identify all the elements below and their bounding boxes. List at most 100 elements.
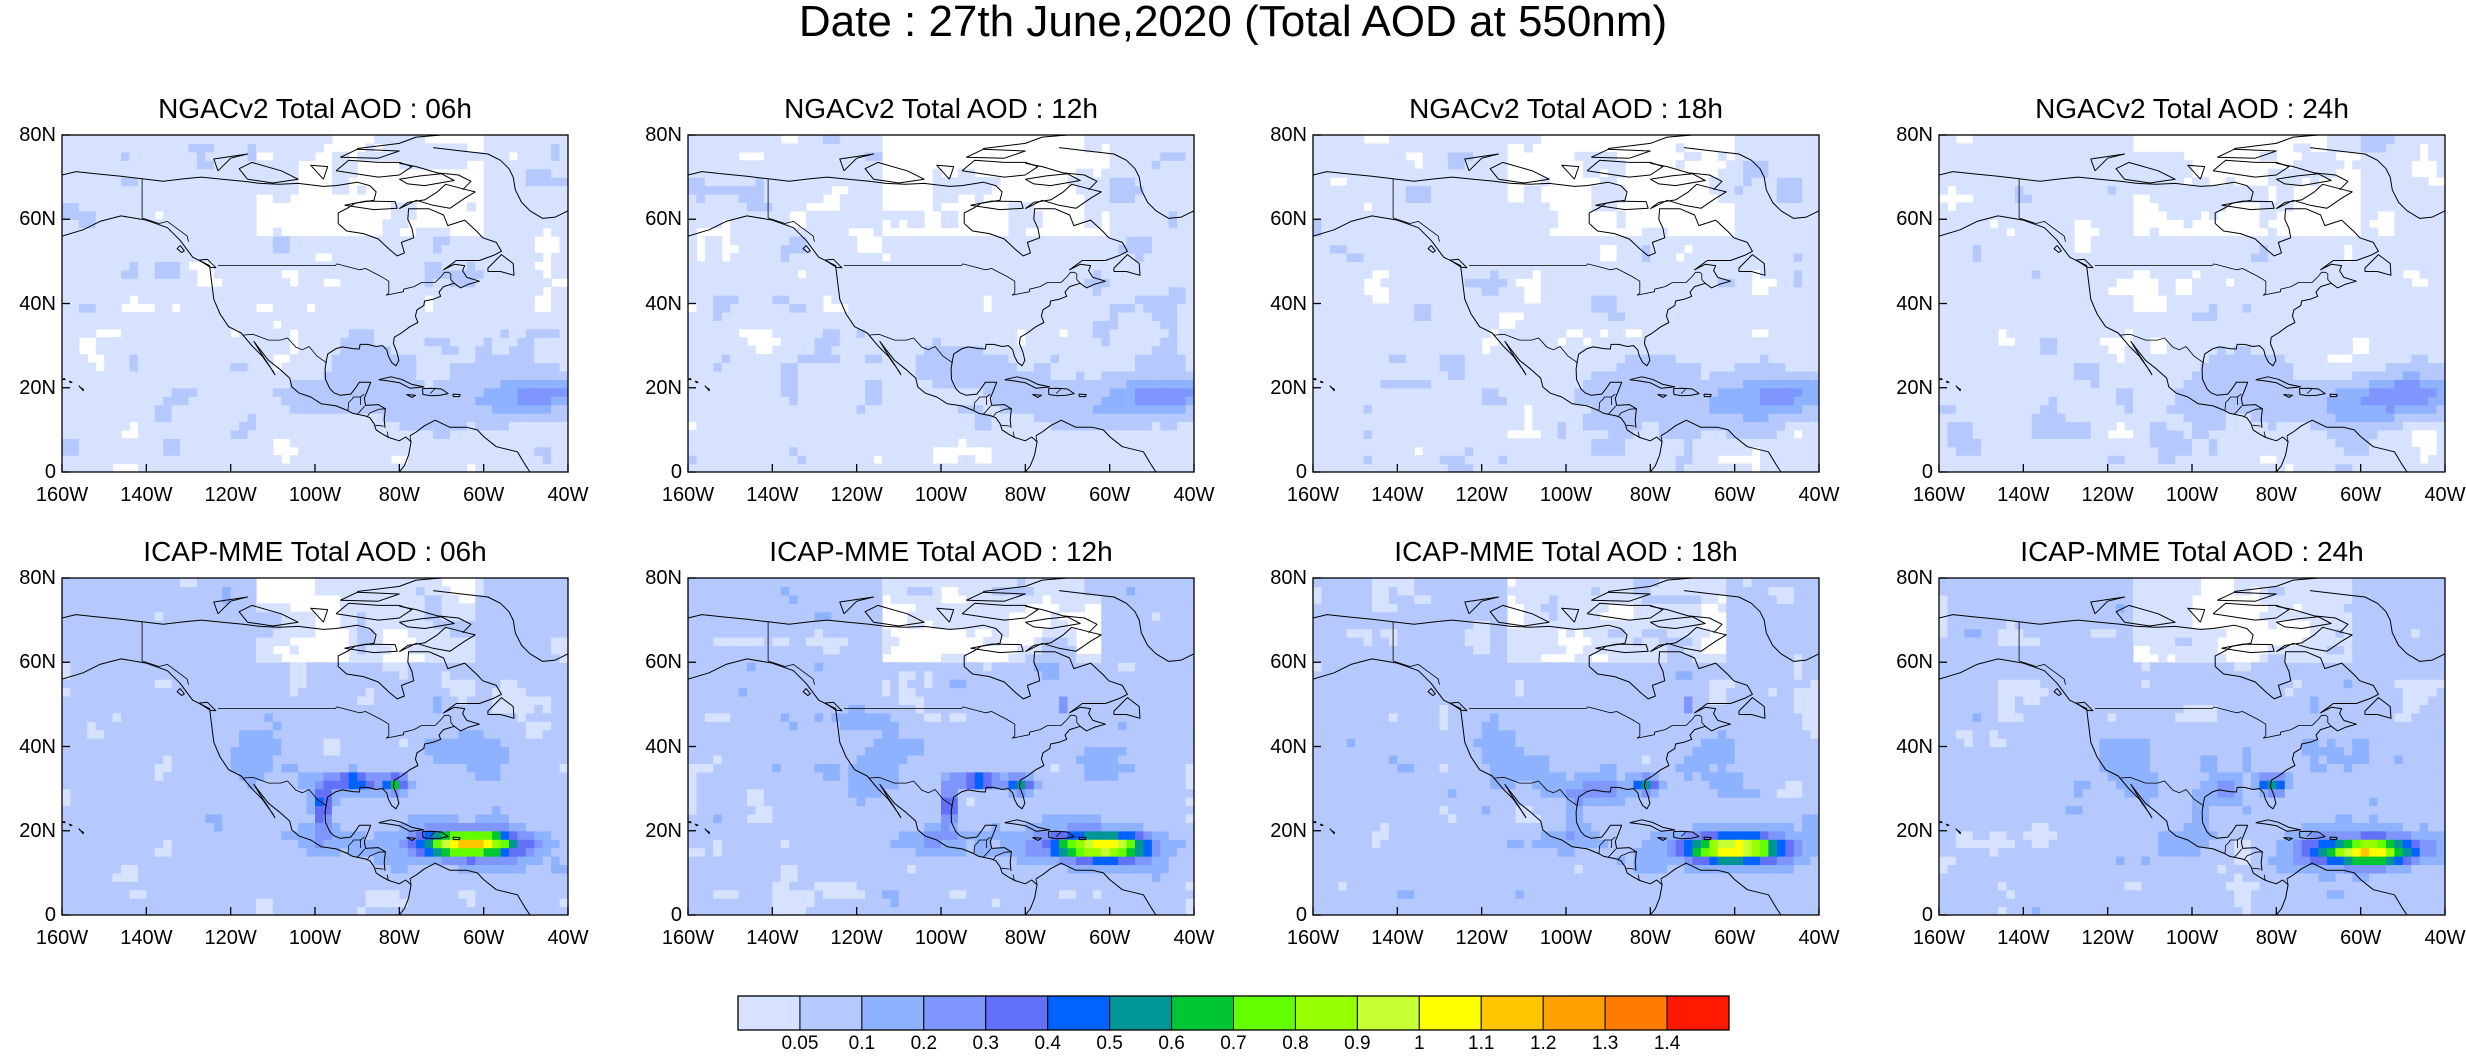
lon-tick-label: 160W [1912,484,1966,506]
lat-tick-label: 60N [19,651,56,674]
lat-tick-label: 20N [645,376,682,399]
lon-tick-label: 120W [830,484,883,506]
lon-tick-label: 100W [288,927,342,949]
lon-tick-label: 80W [378,484,420,506]
map-panel [1938,577,2446,916]
lat-tick-label: 80N [19,567,56,589]
lat-tick-label: 20N [19,376,56,399]
aod-field [62,135,568,472]
aod-field [1939,135,2445,472]
coastlines [1939,135,2445,472]
lon-tick-label: 140W [746,484,799,506]
lat-tick-label: 80N [645,124,682,146]
lon-tick-label: 120W [2081,927,2134,949]
lat-tick-label: 60N [645,208,682,231]
lon-tick-label: 100W [914,484,968,506]
lat-tick-label: 20N [1896,376,1933,399]
lat-tick-label: 0 [670,904,682,926]
map-panel [61,577,569,916]
lat-tick-label: 80N [19,124,56,146]
lon-tick-label: 140W [120,484,173,506]
lat-tick-label: 80N [1896,567,1933,589]
lat-tick-label: 80N [1270,124,1307,146]
lat-tick-label: 0 [1295,904,1307,926]
lon-tick-label: 80W [1629,927,1671,949]
lon-tick-label: 140W [1371,927,1424,949]
lat-tick-label: 80N [1896,124,1933,146]
coastlines [1313,578,1819,915]
lon-tick-label: 40W [1798,927,1840,949]
map-panel [61,134,569,473]
lon-tick-label: 60W [1714,484,1756,506]
panel-title: NGACv2 Total AOD : 18h [1409,93,1723,124]
figure-title: Date : 27th June,2020 (Total AOD at 550n… [798,0,1668,46]
lon-tick-label: 100W [288,484,342,506]
lon-tick-label: 160W [35,484,89,506]
lon-tick-label: 40W [2424,484,2466,506]
lon-tick-label: 100W [1539,484,1593,506]
colorbar-tick-label: 0.1 [848,1033,876,1054]
lon-tick-label: 80W [1629,484,1671,506]
lon-tick-label: 120W [830,927,883,949]
lon-tick-label: 60W [1714,927,1756,949]
colorbar-tick-label: 1.4 [1653,1033,1681,1054]
lat-tick-label: 40N [1896,292,1933,315]
panel-title: NGACv2 Total AOD : 12h [784,93,1098,124]
colorbar-tick-label: 1.1 [1468,1033,1495,1054]
lon-tick-label: 140W [746,927,799,949]
lat-tick-label: 60N [1270,208,1307,231]
lat-tick-label: 20N [1270,819,1307,842]
lat-tick-label: 0 [44,904,56,926]
lat-tick-label: 0 [670,461,682,483]
lat-tick-label: 40N [1270,735,1307,758]
lon-tick-label: 100W [914,927,968,949]
lon-tick-label: 140W [1371,484,1424,506]
lat-tick-label: 0 [1921,904,1933,926]
lon-tick-label: 100W [2165,484,2219,506]
coastlines [688,135,1194,472]
lon-tick-label: 100W [2165,927,2219,949]
map-panel [1938,134,2446,473]
lon-tick-label: 60W [463,484,505,506]
lon-tick-label: 80W [378,927,420,949]
lat-tick-label: 80N [645,567,682,589]
lon-tick-label: 120W [204,484,257,506]
lon-tick-label: 120W [1455,927,1508,949]
colorbar-tick-label: 0.9 [1344,1033,1371,1054]
lon-tick-label: 60W [2340,484,2382,506]
lat-tick-label: 20N [1270,376,1307,399]
colorbar-tick-label: 0.7 [1220,1033,1247,1054]
panel-title: ICAP-MME Total AOD : 18h [1394,536,1738,567]
colorbar-tick-label: 1 [1414,1033,1425,1054]
map-panel [1312,577,1820,916]
lon-tick-label: 140W [120,927,173,949]
coastlines [688,578,1194,915]
lon-tick-label: 160W [1286,927,1340,949]
lon-tick-label: 60W [1089,927,1131,949]
lon-tick-label: 60W [1089,484,1131,506]
lon-tick-label: 40W [547,484,589,506]
coastlines [62,135,568,472]
lon-tick-label: 120W [204,927,257,949]
lat-tick-label: 40N [19,292,56,315]
lon-tick-label: 60W [463,927,505,949]
lon-tick-label: 100W [1539,927,1593,949]
map-panel [687,577,1195,916]
colorbar-tick-label: 0.05 [781,1033,819,1054]
lon-tick-label: 120W [2081,484,2134,506]
panel-title: NGACv2 Total AOD : 06h [158,93,472,124]
lat-tick-label: 40N [645,292,682,315]
lon-tick-label: 80W [2255,484,2297,506]
map-panel [687,134,1195,473]
lat-tick-label: 60N [1270,651,1307,674]
lat-tick-label: 60N [645,651,682,674]
lon-tick-label: 80W [1004,927,1046,949]
lon-tick-label: 40W [1798,484,1840,506]
lon-tick-label: 160W [1912,927,1966,949]
colorbar-tick-label: 1.2 [1529,1033,1557,1054]
panel-title: ICAP-MME Total AOD : 06h [143,536,487,567]
lat-tick-label: 40N [1270,292,1307,315]
aod-field [1313,135,1819,472]
lon-tick-label: 160W [661,484,715,506]
